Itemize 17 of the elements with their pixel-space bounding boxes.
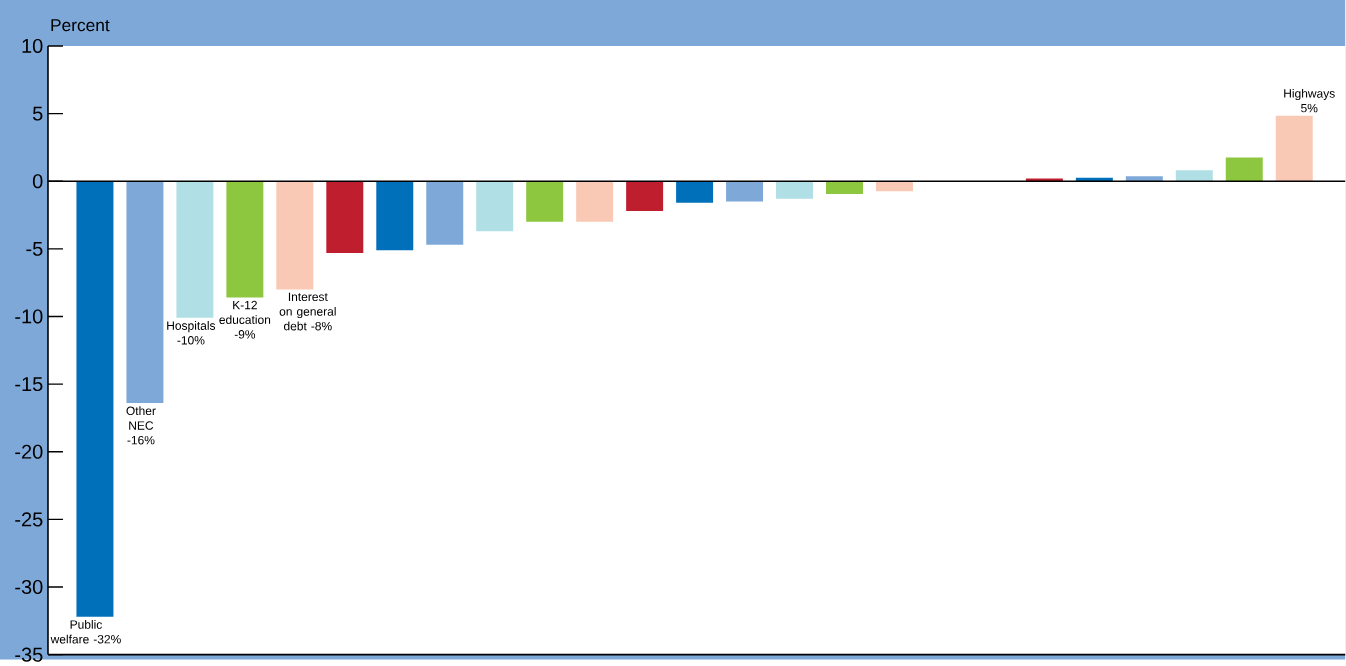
y-tick-label: -35 bbox=[15, 647, 43, 662]
y-tick-label: 10 bbox=[22, 38, 43, 53]
y-tick-label: -15 bbox=[15, 377, 43, 392]
y-tick-label: -5 bbox=[26, 241, 43, 256]
data-label: Public welfare -32% bbox=[50, 619, 121, 644]
data-label: Highways 5% bbox=[1284, 88, 1335, 113]
y-tick-label: 0 bbox=[32, 174, 43, 189]
y-tick-label: -10 bbox=[15, 309, 43, 324]
y-axis-title: Percent bbox=[51, 19, 110, 32]
y-tick-label: -25 bbox=[15, 512, 43, 527]
y-tick-label: 5 bbox=[32, 106, 43, 121]
data-label: Interest on general debt -8% bbox=[279, 292, 336, 331]
data-label: K-12 education -9% bbox=[219, 300, 271, 339]
y-tick-label: -30 bbox=[15, 579, 43, 594]
data-label: Other NEC -16% bbox=[126, 406, 156, 445]
y-tick-label: -20 bbox=[15, 444, 43, 459]
data-label: Hospitals -10% bbox=[167, 321, 216, 345]
